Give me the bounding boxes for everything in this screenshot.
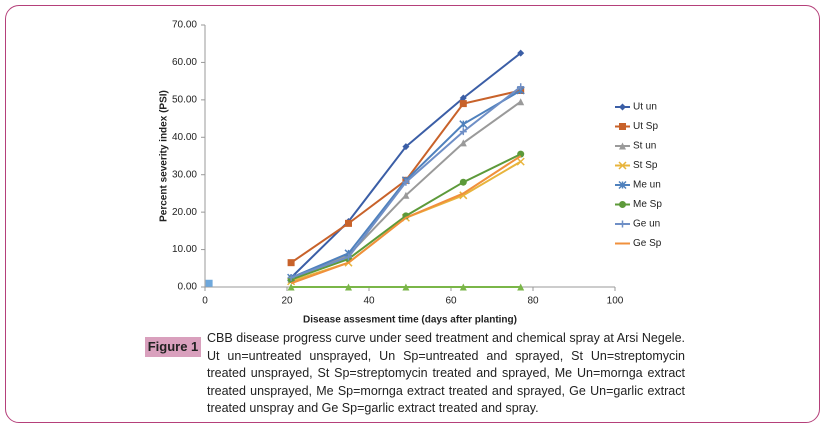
marker: [517, 150, 525, 158]
x-tick-label: 20: [281, 296, 293, 307]
series-line: [290, 100, 522, 281]
marker: [402, 191, 410, 199]
marker: [459, 128, 467, 136]
marker: [402, 143, 410, 151]
legend-label: Ut un: [633, 102, 657, 113]
series-line: [290, 52, 522, 279]
x-axis-title: Disease assesment time (days after plant…: [303, 315, 517, 326]
marker: [205, 279, 213, 287]
marker: [619, 220, 626, 228]
x-tick-label: 60: [445, 296, 457, 307]
marker: [287, 283, 295, 291]
marker: [517, 283, 525, 291]
marker: [517, 98, 525, 106]
y-tick-label: 40.00: [172, 132, 197, 143]
marker: [516, 157, 525, 166]
marker: [618, 180, 627, 190]
x-tick-label: 100: [607, 296, 624, 307]
marker: [287, 274, 295, 282]
y-tick-label: 60.00: [172, 57, 197, 68]
marker: [345, 219, 352, 227]
series-line: [290, 89, 521, 264]
marker: [459, 283, 467, 291]
marker: [619, 201, 626, 208]
marker: [619, 103, 626, 111]
x-tick-label: 0: [202, 296, 208, 307]
y-tick-label: 70.00: [172, 20, 197, 31]
series-line: [290, 155, 522, 285]
legend-label: Ge un: [633, 219, 660, 230]
legend-label: Me Sp: [633, 199, 662, 210]
y-tick-label: 10.00: [172, 244, 197, 255]
marker: [345, 253, 352, 261]
marker: [459, 120, 468, 129]
figure-frame: [5, 5, 820, 423]
y-tick-label: 20.00: [172, 207, 197, 218]
legend-label: Me un: [633, 180, 661, 191]
legend-label: St un: [633, 141, 656, 152]
marker: [618, 161, 627, 170]
legend-label: Ge Sp: [633, 238, 662, 249]
marker: [459, 178, 467, 186]
marker: [517, 49, 525, 57]
marker: [459, 139, 467, 147]
marker: [402, 178, 410, 186]
marker: [287, 259, 295, 267]
x-tick-label: 80: [527, 296, 539, 307]
figure-caption: CBB disease progress curve under seed tr…: [207, 331, 685, 415]
marker: [517, 83, 525, 91]
legend-label: St Sp: [633, 160, 658, 171]
marker: [345, 283, 352, 291]
figure-label: Figure 1: [145, 337, 201, 357]
marker: [459, 94, 467, 102]
y-tick-label: 0.00: [178, 282, 198, 293]
y-tick-label: 50.00: [172, 94, 197, 105]
marker: [402, 283, 410, 291]
marker: [619, 123, 626, 130]
y-axis-title: Percent severity index (PSI): [159, 90, 170, 222]
marker: [619, 142, 626, 150]
marker: [459, 100, 467, 108]
x-tick-label: 40: [363, 296, 375, 307]
legend-label: Ut Sp: [633, 121, 658, 132]
y-tick-label: 30.00: [172, 169, 197, 180]
